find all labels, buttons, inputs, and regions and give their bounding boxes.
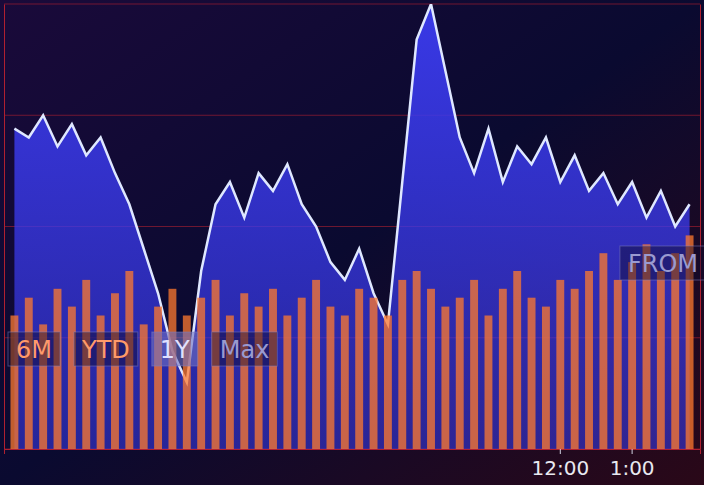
range-buttons: 6M YTD 1Y Max FROM	[8, 246, 704, 366]
volume-bar	[614, 280, 622, 449]
volume-bar	[470, 280, 478, 449]
volume-bar	[441, 307, 449, 449]
volume-bar	[384, 316, 392, 450]
volume-bar	[528, 298, 536, 449]
button-label[interactable]: 1Y	[160, 336, 190, 364]
plot: 12:00 1:00	[4, 4, 701, 480]
volume-bar	[327, 307, 335, 449]
price-area	[14, 4, 689, 449]
volume-bar	[298, 298, 306, 449]
volume-bar	[571, 289, 579, 449]
volume-bar	[427, 289, 435, 449]
volume-bar	[542, 307, 550, 449]
marks	[10, 4, 693, 449]
volume-bar	[355, 289, 363, 449]
volume-bar	[370, 298, 378, 449]
grid	[4, 4, 700, 449]
button-box[interactable]	[620, 246, 704, 280]
y2-axis	[700, 5, 701, 450]
button-box[interactable]	[8, 332, 60, 366]
volume-bar	[312, 280, 320, 449]
volume-bar	[657, 271, 665, 449]
button-label[interactable]: 6M	[16, 336, 52, 364]
button-label[interactable]: FROM	[628, 250, 698, 278]
tick-label: 1:00	[610, 456, 655, 480]
range-button[interactable]: 6M	[8, 332, 60, 366]
tick-label: 12:00	[531, 456, 589, 480]
button-box[interactable]	[212, 332, 278, 366]
volume-bar	[485, 316, 493, 450]
axis-line	[5, 450, 701, 455]
button-label[interactable]: YTD	[81, 336, 130, 364]
x-axis: 12:00 1:00	[5, 449, 701, 480]
volume-bar	[269, 289, 277, 449]
range-button[interactable]: Max	[212, 332, 278, 366]
volume-bar	[197, 298, 205, 449]
tick: 1:00	[610, 449, 655, 480]
volume-bar	[513, 271, 521, 449]
range-button[interactable]: 1Y	[152, 332, 198, 366]
volume-bar	[68, 307, 76, 449]
volume-bar	[168, 289, 176, 449]
range-button[interactable]: FROM	[620, 246, 704, 280]
tick-mark	[560, 449, 561, 454]
volume-bar	[283, 316, 291, 450]
volume-bar	[585, 271, 593, 449]
volume-bar	[456, 298, 464, 449]
button-box[interactable]	[152, 332, 198, 366]
tick: 12:00	[531, 449, 589, 480]
volume-bar	[154, 307, 162, 449]
volume-bar	[54, 289, 62, 449]
bars	[10, 235, 693, 449]
volume-bar	[599, 253, 607, 449]
grid-line	[4, 4, 700, 5]
button-box[interactable]	[74, 332, 138, 366]
volume-bar	[140, 324, 148, 449]
volume-bar	[25, 298, 33, 449]
button-label[interactable]: Max	[220, 336, 270, 364]
axis-line	[4, 5, 5, 450]
volume-bar	[398, 280, 406, 449]
volume-bar	[255, 307, 263, 449]
volume-bar	[499, 289, 507, 449]
volume-bar	[671, 253, 679, 449]
volume-bar	[240, 293, 248, 449]
grid-line	[4, 115, 700, 116]
axis-line	[700, 5, 701, 450]
y-axis	[4, 5, 6, 450]
volume-bar	[341, 316, 349, 450]
volume-bar	[413, 271, 421, 449]
volume-bar	[628, 262, 636, 449]
tick-mark	[632, 449, 633, 454]
volume-bar	[556, 280, 564, 449]
chart: 12:00 1:00 6M YTD 1Y Max FROM	[0, 0, 704, 485]
range-button[interactable]: YTD	[74, 332, 138, 366]
background	[0, 0, 704, 485]
volume-bar	[111, 293, 119, 449]
